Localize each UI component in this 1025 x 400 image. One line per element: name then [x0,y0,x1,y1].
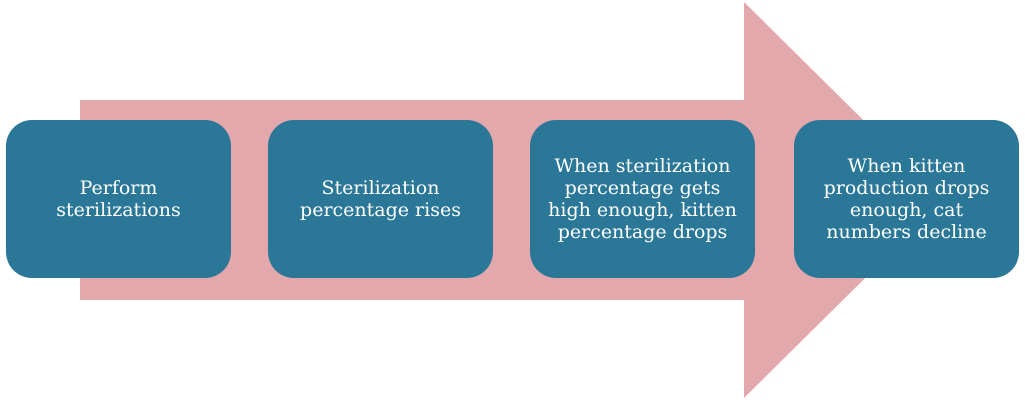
step-kitten-percentage-drops: When sterilization percentage gets high … [530,120,755,278]
step-text: When kitten production drops enough, cat… [823,155,990,243]
step-text: Perform sterilizations [56,177,181,221]
step-cat-numbers-decline: When kitten production drops enough, cat… [794,120,1019,278]
step-text: Sterilization percentage rises [300,177,461,221]
arrow-shape [80,2,944,398]
step-text: When sterilization percentage gets high … [548,155,737,243]
step-sterilization-percentage-rises: Sterilization percentage rises [268,120,493,278]
step-perform-sterilizations: Perform sterilizations [6,120,231,278]
